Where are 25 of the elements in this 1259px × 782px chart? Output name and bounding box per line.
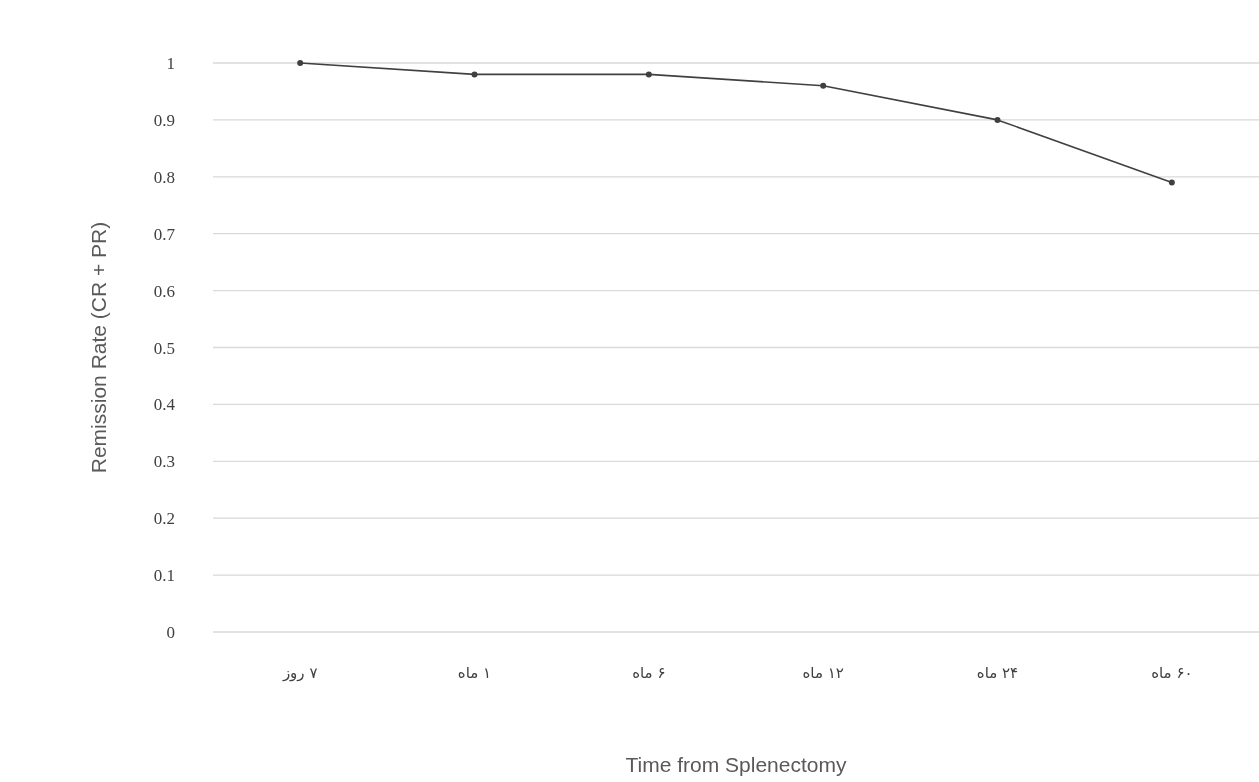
y-tick-label: 0.8	[153, 167, 175, 187]
x-tick-label: ۶ ماه	[632, 664, 666, 682]
point	[471, 71, 478, 78]
y-axis-title: Remission Rate (CR + PR)	[87, 221, 110, 474]
x-tick-label: ۲۴ ماه	[976, 664, 1019, 682]
point	[994, 116, 1001, 123]
x-tick-label: ۷ روز	[281, 664, 318, 682]
point	[1168, 179, 1175, 186]
y-tick-label: 0.6	[153, 281, 175, 301]
y-tick-label: 0.3	[153, 452, 175, 472]
x-axis-title: Time from Splenectomy	[625, 753, 847, 776]
y-tick-label: 0.1	[153, 566, 175, 586]
x-tick-label: ۶۰ ماه	[1151, 664, 1193, 682]
y-tick-label: 0.9	[153, 110, 175, 130]
point	[645, 71, 652, 78]
x-tick-label: ۱۲ ماه	[802, 664, 844, 682]
y-tick-label: 0.2	[153, 509, 175, 529]
y-tick-label: 0.7	[153, 224, 176, 244]
y-tick-label: 0	[166, 623, 175, 642]
y-tick-label: 0.4	[153, 395, 176, 415]
x-tick-label: ۱ ماه	[457, 664, 492, 682]
y-tick-label: 1	[166, 54, 175, 73]
point	[820, 82, 827, 89]
y-tick-label: 0.5	[153, 338, 175, 358]
point	[297, 60, 304, 66]
